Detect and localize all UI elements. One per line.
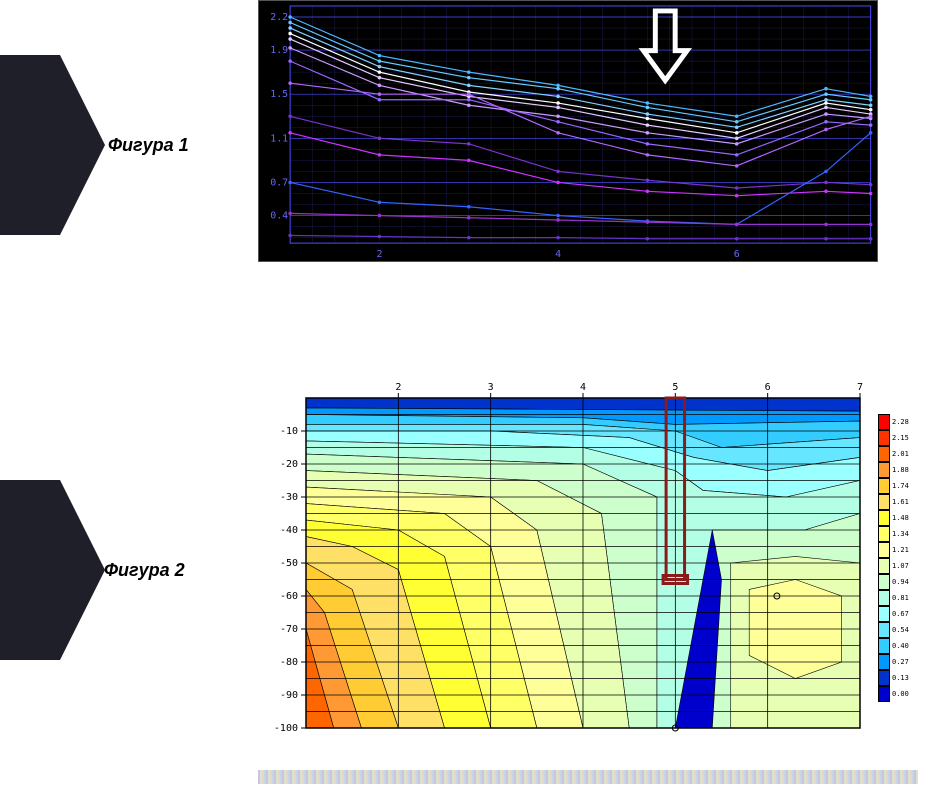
legend-swatch: 2.28 bbox=[878, 414, 918, 430]
contour-heatmap: 2 3 4 5 6 7 -10 -20 -30 -40 -50 -60 -70 -80 -90 -100 2.… bbox=[258, 378, 918, 736]
legend-value: 1.48 bbox=[892, 514, 909, 522]
svg-text:6: 6 bbox=[765, 382, 771, 393]
svg-text:4: 4 bbox=[555, 249, 561, 260]
legend-swatch: 0.40 bbox=[878, 638, 918, 654]
legend-value: 2.28 bbox=[892, 418, 909, 426]
legend-value: 2.15 bbox=[892, 434, 909, 442]
legend-value: 0.00 bbox=[892, 690, 909, 698]
svg-text:1.1: 1.1 bbox=[270, 133, 288, 144]
svg-text:-70: -70 bbox=[280, 624, 298, 635]
svg-text:0.4: 0.4 bbox=[270, 211, 288, 222]
legend-swatch: 1.48 bbox=[878, 510, 918, 526]
svg-text:-90: -90 bbox=[280, 690, 298, 701]
figure-1-label: Фигура 1 bbox=[108, 135, 189, 156]
svg-text:-100: -100 bbox=[274, 723, 298, 734]
heatmap-legend: 2.28 2.15 2.01 1.88 1.74 1.61 1.48 1.34 1.21 1.07… bbox=[878, 414, 918, 702]
figure-2-arrow-shape bbox=[0, 480, 60, 660]
legend-value: 0.81 bbox=[892, 594, 909, 602]
svg-text:3: 3 bbox=[488, 382, 494, 393]
legend-swatch: 0.27 bbox=[878, 654, 918, 670]
legend-value: 0.27 bbox=[892, 658, 909, 666]
legend-value: 0.13 bbox=[892, 674, 909, 682]
figure-1-arrow-shape bbox=[0, 55, 60, 235]
svg-text:1.9: 1.9 bbox=[270, 45, 288, 56]
legend-swatch: 1.07 bbox=[878, 558, 918, 574]
legend-value: 1.74 bbox=[892, 482, 909, 490]
svg-text:-80: -80 bbox=[280, 657, 298, 668]
legend-value: 1.34 bbox=[892, 530, 909, 538]
line-chart-svg: 2 4 6 2.2 1.9 1.5 1.1 0.7 0.4 bbox=[259, 1, 877, 261]
svg-text:1.5: 1.5 bbox=[270, 89, 288, 100]
legend-value: 0.67 bbox=[892, 610, 909, 618]
legend-swatch: 1.21 bbox=[878, 542, 918, 558]
legend-swatch: 1.34 bbox=[878, 526, 918, 542]
legend-swatch: 2.15 bbox=[878, 430, 918, 446]
legend-swatch: 0.13 bbox=[878, 670, 918, 686]
svg-text:-40: -40 bbox=[280, 525, 298, 536]
legend-swatch: 1.74 bbox=[878, 478, 918, 494]
legend-swatch: 1.61 bbox=[878, 494, 918, 510]
legend-swatch: 2.01 bbox=[878, 446, 918, 462]
svg-text:6: 6 bbox=[734, 249, 740, 260]
svg-text:4: 4 bbox=[580, 382, 586, 393]
legend-value: 1.07 bbox=[892, 562, 909, 570]
svg-text:2: 2 bbox=[395, 382, 401, 393]
legend-value: 1.61 bbox=[892, 498, 909, 506]
line-chart: 2 4 6 2.2 1.9 1.5 1.1 0.7 0.4 bbox=[258, 0, 878, 262]
svg-text:2: 2 bbox=[376, 249, 382, 260]
legend-swatch: 0.67 bbox=[878, 606, 918, 622]
legend-swatch: 0.94 bbox=[878, 574, 918, 590]
legend-swatch: 0.00 bbox=[878, 686, 918, 702]
legend-swatch: 0.54 bbox=[878, 622, 918, 638]
svg-text:2.2: 2.2 bbox=[270, 12, 288, 23]
legend-value: 1.21 bbox=[892, 546, 909, 554]
legend-value: 1.88 bbox=[892, 466, 909, 474]
legend-swatch: 0.81 bbox=[878, 590, 918, 606]
svg-text:-10: -10 bbox=[280, 426, 298, 437]
legend-swatch: 1.88 bbox=[878, 462, 918, 478]
svg-text:7: 7 bbox=[857, 382, 863, 393]
legend-value: 0.94 bbox=[892, 578, 909, 586]
figure-2-label: Фигура 2 bbox=[104, 560, 185, 581]
svg-text:-60: -60 bbox=[280, 591, 298, 602]
heatmap-svg: 2 3 4 5 6 7 -10 -20 -30 -40 -50 -60 -70 -80 -90 -100 bbox=[258, 378, 868, 736]
svg-text:-20: -20 bbox=[280, 459, 298, 470]
noise-strip bbox=[258, 770, 918, 784]
legend-value: 0.54 bbox=[892, 626, 909, 634]
legend-value: 2.01 bbox=[892, 450, 909, 458]
legend-value: 0.40 bbox=[892, 642, 909, 650]
svg-text:0.7: 0.7 bbox=[270, 177, 288, 188]
svg-text:-50: -50 bbox=[280, 558, 298, 569]
svg-text:-30: -30 bbox=[280, 492, 298, 503]
svg-text:5: 5 bbox=[672, 382, 678, 393]
